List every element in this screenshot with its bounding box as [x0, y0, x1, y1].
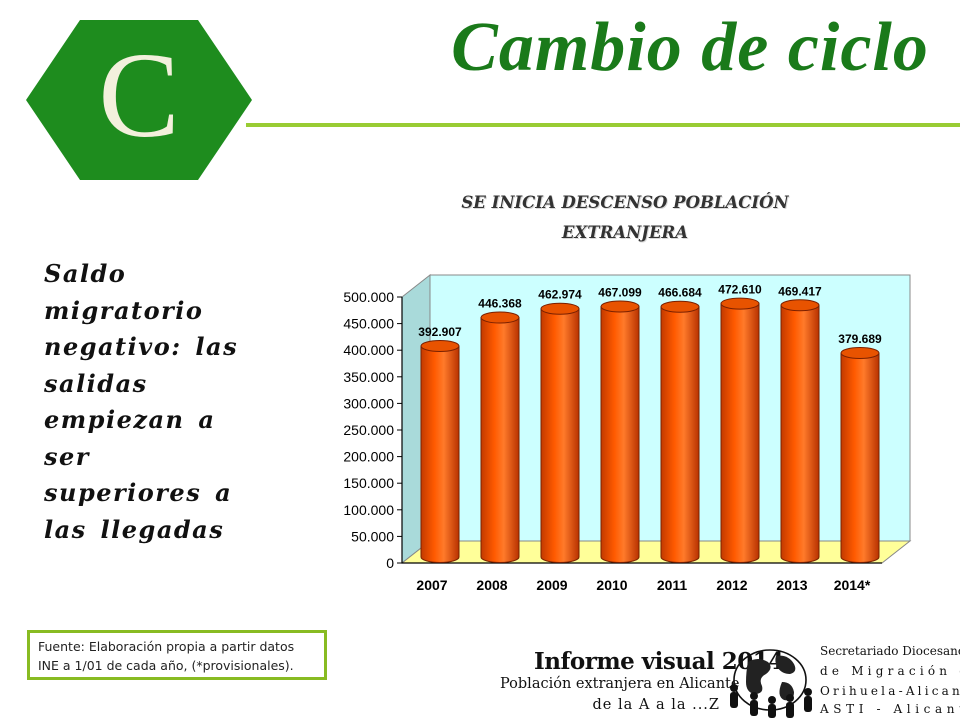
report-title: Informe visual 2014	[534, 648, 784, 675]
org-name-line: de Migración de	[820, 664, 960, 678]
data-label: 446.368	[478, 297, 522, 311]
y-tick-label: 250.000	[343, 422, 394, 438]
bar	[420, 345, 460, 563]
y-tick-label: 0	[386, 555, 394, 571]
source-line: Fuente: Elaboración propia a partir dato…	[38, 639, 295, 654]
side-note-line: salidas	[44, 368, 148, 398]
page-title: Cambio de ciclo	[451, 9, 929, 86]
org-name-line: ASTI - Alicante	[820, 702, 960, 716]
report-subtitle: Población extranjera en Alicante	[500, 676, 740, 692]
people-figures	[730, 684, 812, 718]
chart-title-line: SE INICIA DESCENSO POBLACIÓN	[461, 193, 789, 212]
side-note-line: migratorio	[44, 295, 204, 325]
org-name-line: Orihuela-Alicante	[820, 684, 960, 698]
side-note-line: ser	[44, 441, 90, 471]
source-note: Fuente: Elaboración propia a partir dato…	[27, 630, 327, 680]
bar	[720, 303, 760, 563]
data-label: 472.610	[718, 283, 762, 297]
bar	[480, 317, 520, 563]
bar	[660, 306, 700, 563]
bar-top	[780, 299, 820, 312]
bar-chart: 0 50.000 100.000 150.000 200.000 250.000 300.0…	[343, 273, 912, 593]
x-tick-label: 2008	[476, 577, 507, 593]
bar-top	[480, 311, 520, 324]
data-label: 462.974	[538, 288, 582, 302]
chart-floor	[400, 540, 912, 564]
x-tick-label: 2013	[776, 577, 807, 593]
chart-title: SE INICIA DESCENSO POBLACIÓN EXTRANJERA	[395, 188, 855, 248]
x-tick-label: 2014*	[834, 577, 871, 593]
globe-continent	[746, 659, 771, 694]
bar	[540, 308, 580, 563]
x-tick-label: 2011	[657, 577, 688, 593]
side-note-line: Saldo	[44, 259, 127, 288]
y-tick-label: 450.000	[343, 316, 394, 332]
side-note: Saldo migratorio negativo: las salidas e…	[44, 256, 304, 548]
x-tick-label: 2007	[416, 577, 447, 593]
report-subtitle: de la A a la ...Z	[592, 697, 720, 713]
bar	[780, 304, 820, 563]
data-label: 467.099	[598, 286, 642, 300]
chart-title-line: EXTRANJERA	[561, 223, 689, 242]
y-tick-label: 400.000	[343, 342, 394, 358]
logo-hexagon: C	[26, 20, 252, 180]
y-tick-label: 100.000	[343, 502, 394, 518]
bar-top	[840, 347, 880, 360]
bar-top	[660, 300, 700, 313]
y-tick-label: 50.000	[351, 528, 394, 544]
y-tick-label: 150.000	[343, 475, 394, 491]
bar-top	[720, 297, 760, 310]
bar	[840, 352, 880, 563]
x-tick-label: 2009	[536, 577, 567, 593]
logo-letter: C	[98, 28, 179, 163]
side-note-line: negativo: las	[44, 332, 239, 361]
y-tick-label: 350.000	[343, 369, 394, 385]
asti-logo	[730, 649, 812, 718]
hexagon-shape	[26, 20, 252, 180]
x-tick-label: 2010	[596, 577, 627, 593]
y-tick-label: 300.000	[343, 395, 394, 411]
y-tick-label: 500.000	[343, 289, 394, 305]
data-label: 392.907	[418, 325, 462, 339]
bar-top	[600, 300, 640, 313]
globe-continent	[775, 655, 796, 674]
bar-top	[540, 302, 580, 315]
data-label: 379.689	[838, 332, 882, 346]
bar-top	[420, 339, 460, 352]
title-underline	[246, 123, 960, 127]
side-note-line: empiezan a	[44, 405, 216, 434]
y-tick-label: 200.000	[343, 449, 394, 465]
org-name-line: Secretariado Diocesano	[820, 644, 960, 658]
data-label: 466.684	[658, 286, 702, 300]
data-label: 469.417	[778, 284, 822, 298]
source-line: INE a 1/01 de cada año, (*provisionales)…	[38, 658, 294, 673]
side-note-line: superiores a	[44, 478, 233, 507]
side-note-line: las llegadas	[44, 514, 225, 544]
x-tick-label: 2012	[716, 577, 747, 593]
bar	[600, 306, 640, 563]
